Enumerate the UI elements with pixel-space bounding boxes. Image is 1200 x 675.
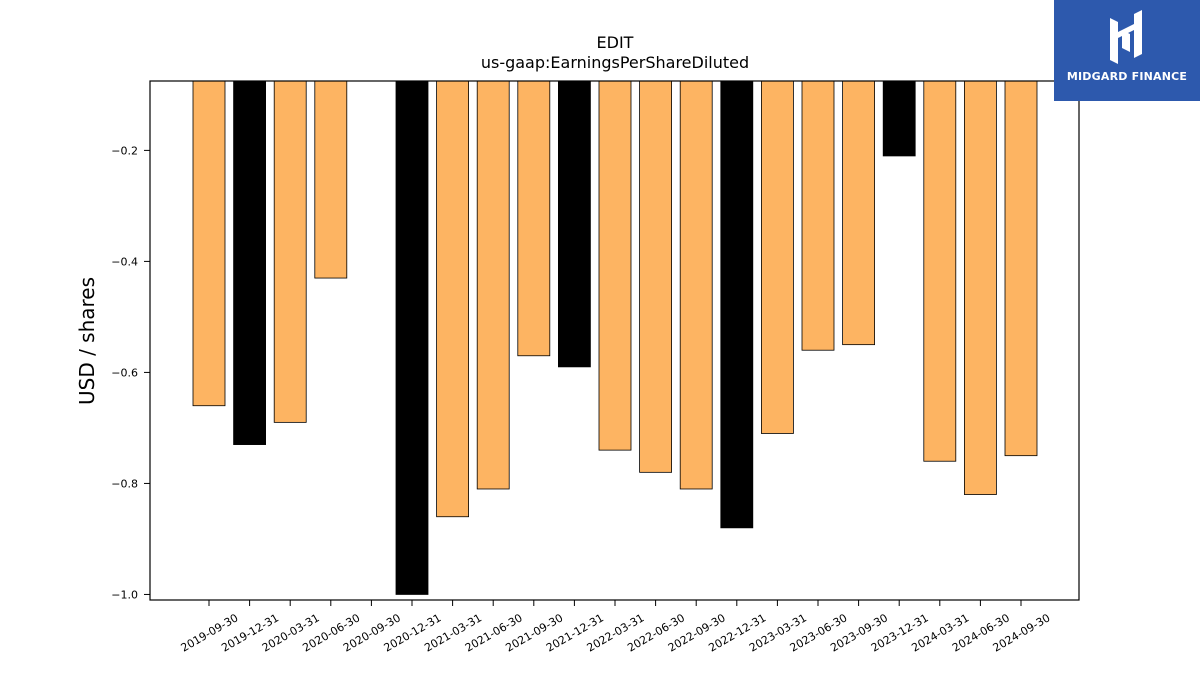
y-tick-label: −1.0 <box>111 588 138 601</box>
bar-2020-03-31 <box>273 80 307 423</box>
midgard-finance-logo: MIDGARD FINANCE <box>1054 0 1200 101</box>
bar-2020-06-30 <box>314 80 348 279</box>
bar-2023-03-31 <box>761 80 794 434</box>
bar-2019-12-31 <box>233 80 267 445</box>
y-tick-label: −0.2 <box>111 144 138 157</box>
bar-2022-12-31 <box>720 80 754 529</box>
midgard-logo-icon <box>1110 10 1142 64</box>
y-tick-label: −0.4 <box>111 255 138 268</box>
bar-2023-12-31 <box>882 80 916 157</box>
bar-2024-03-31 <box>923 80 957 462</box>
logo-text: MIDGARD FINANCE <box>1066 70 1188 83</box>
bar-2022-09-30 <box>679 80 713 490</box>
bar-2024-06-30 <box>964 80 997 495</box>
y-axis-ticks: −1.0 −0.8 −0.6 −0.4 −0.2 <box>111 144 150 601</box>
chart-title: EDIT <box>597 33 634 52</box>
bar-2022-06-30 <box>639 80 672 473</box>
y-axis-label: USD / shares <box>75 277 99 405</box>
chart-subtitle: us-gaap:EarningsPerShareDiluted <box>481 53 749 72</box>
bar-2021-06-30 <box>476 80 510 490</box>
y-tick-label: −0.8 <box>111 477 138 490</box>
plot-frame <box>149 80 1080 601</box>
bar-2020-12-31 <box>395 80 429 595</box>
bars-group <box>192 80 1038 595</box>
x-axis-ticks: 2019-09-302019-12-312020-03-312020-06-30… <box>179 600 1053 655</box>
bar-2021-12-31 <box>558 80 591 368</box>
bar-2024-09-30 <box>1004 80 1038 457</box>
bar-2023-06-30 <box>801 80 835 351</box>
bar-2023-09-30 <box>842 80 875 346</box>
bar-2022-03-31 <box>598 80 632 451</box>
y-tick-label: −0.6 <box>111 366 138 379</box>
bar-2021-09-30 <box>517 80 551 357</box>
bar-2019-09-30 <box>192 80 226 407</box>
bar-2021-03-31 <box>436 80 470 518</box>
